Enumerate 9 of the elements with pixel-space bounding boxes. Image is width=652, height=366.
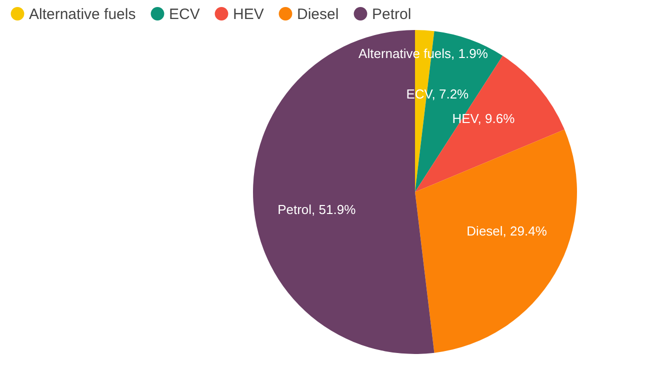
legend-label: Diesel [297,6,339,23]
legend-label: Alternative fuels [29,6,136,23]
data-label: Diesel, 29.4% [466,224,548,239]
data-label: ECV, 7.2% [406,86,470,102]
legend-label: Petrol [372,6,412,23]
data-label: Petrol, 51.9% [278,202,356,217]
legend-label: HEV [233,6,264,23]
legend-label: ECV [169,6,200,23]
pie-slice [415,130,577,353]
